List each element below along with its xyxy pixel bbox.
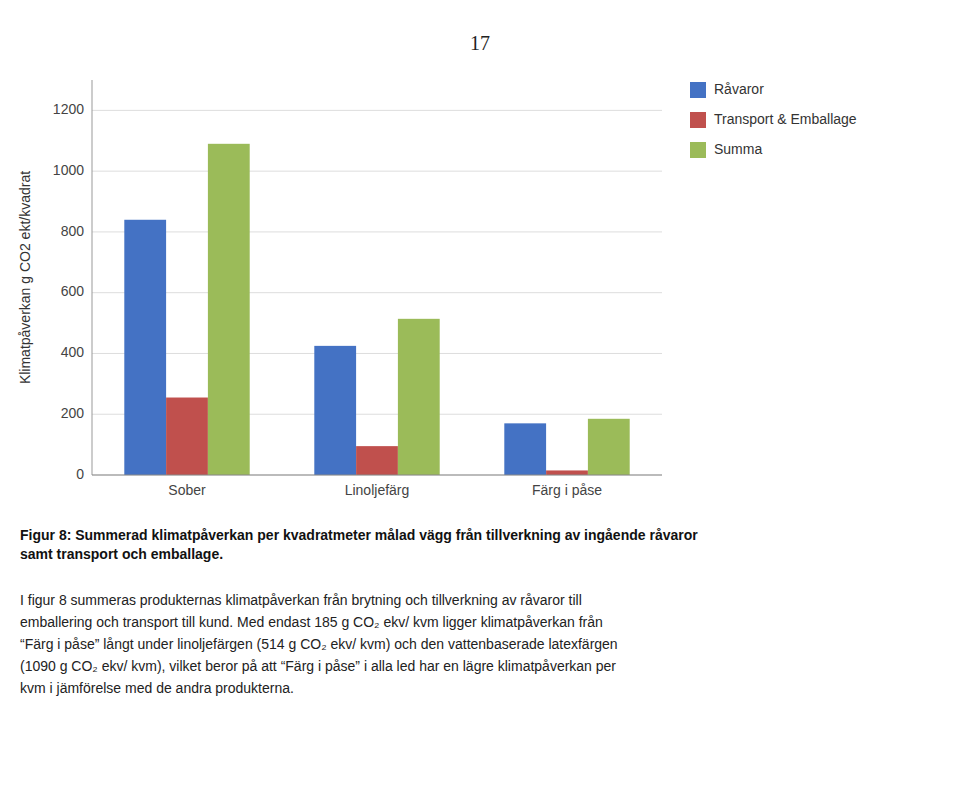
page-number: 17 xyxy=(470,32,490,54)
x-tick-label: Färg i påse xyxy=(532,482,602,498)
y-tick-label: 1200 xyxy=(53,101,84,117)
y-tick-label: 0 xyxy=(76,466,84,482)
y-tick-label: 200 xyxy=(61,405,85,421)
bar xyxy=(546,470,588,475)
legend-swatch xyxy=(690,142,706,158)
grid-line xyxy=(92,171,662,172)
y-tick-label: 1000 xyxy=(53,162,84,178)
y-tick-label: 800 xyxy=(61,223,85,239)
grid-line xyxy=(92,292,662,293)
legend-swatch xyxy=(690,82,706,98)
x-tick-label: Linoljefärg xyxy=(345,482,410,498)
legend-swatch xyxy=(690,112,706,128)
bar xyxy=(166,398,208,475)
bar xyxy=(124,220,166,475)
bar xyxy=(208,144,250,475)
bars xyxy=(124,144,629,475)
bar xyxy=(504,423,546,475)
caption: Figur 8: Summerad klimatpåverkan per kva… xyxy=(20,527,698,562)
bar xyxy=(356,446,398,475)
x-tick-label: Sober xyxy=(168,482,206,498)
y-tick-label: 600 xyxy=(61,283,85,299)
bar xyxy=(398,319,440,475)
legend: Råvaror Transport & Emballage Summa xyxy=(690,81,857,158)
bar xyxy=(588,419,630,475)
grid-line xyxy=(92,231,662,232)
body-text: I figur 8 summeras produkternas klimatpå… xyxy=(20,592,618,696)
y-axis-line xyxy=(92,80,93,475)
y-axis-label: Klimatpåverkan g CO2 ekt/kvadrat xyxy=(17,171,33,384)
bar xyxy=(314,346,356,475)
grid-line xyxy=(92,475,662,476)
y-axis: 0 200 400 600 800 1000 1200 xyxy=(53,80,662,482)
grid-line xyxy=(92,110,662,111)
x-axis-line xyxy=(92,475,662,476)
legend-label: Råvaror xyxy=(714,81,764,97)
grid-line xyxy=(92,353,662,354)
y-tick-label: 400 xyxy=(61,344,85,360)
legend-label: Transport & Emballage xyxy=(714,111,857,127)
legend-label: Summa xyxy=(714,141,762,157)
